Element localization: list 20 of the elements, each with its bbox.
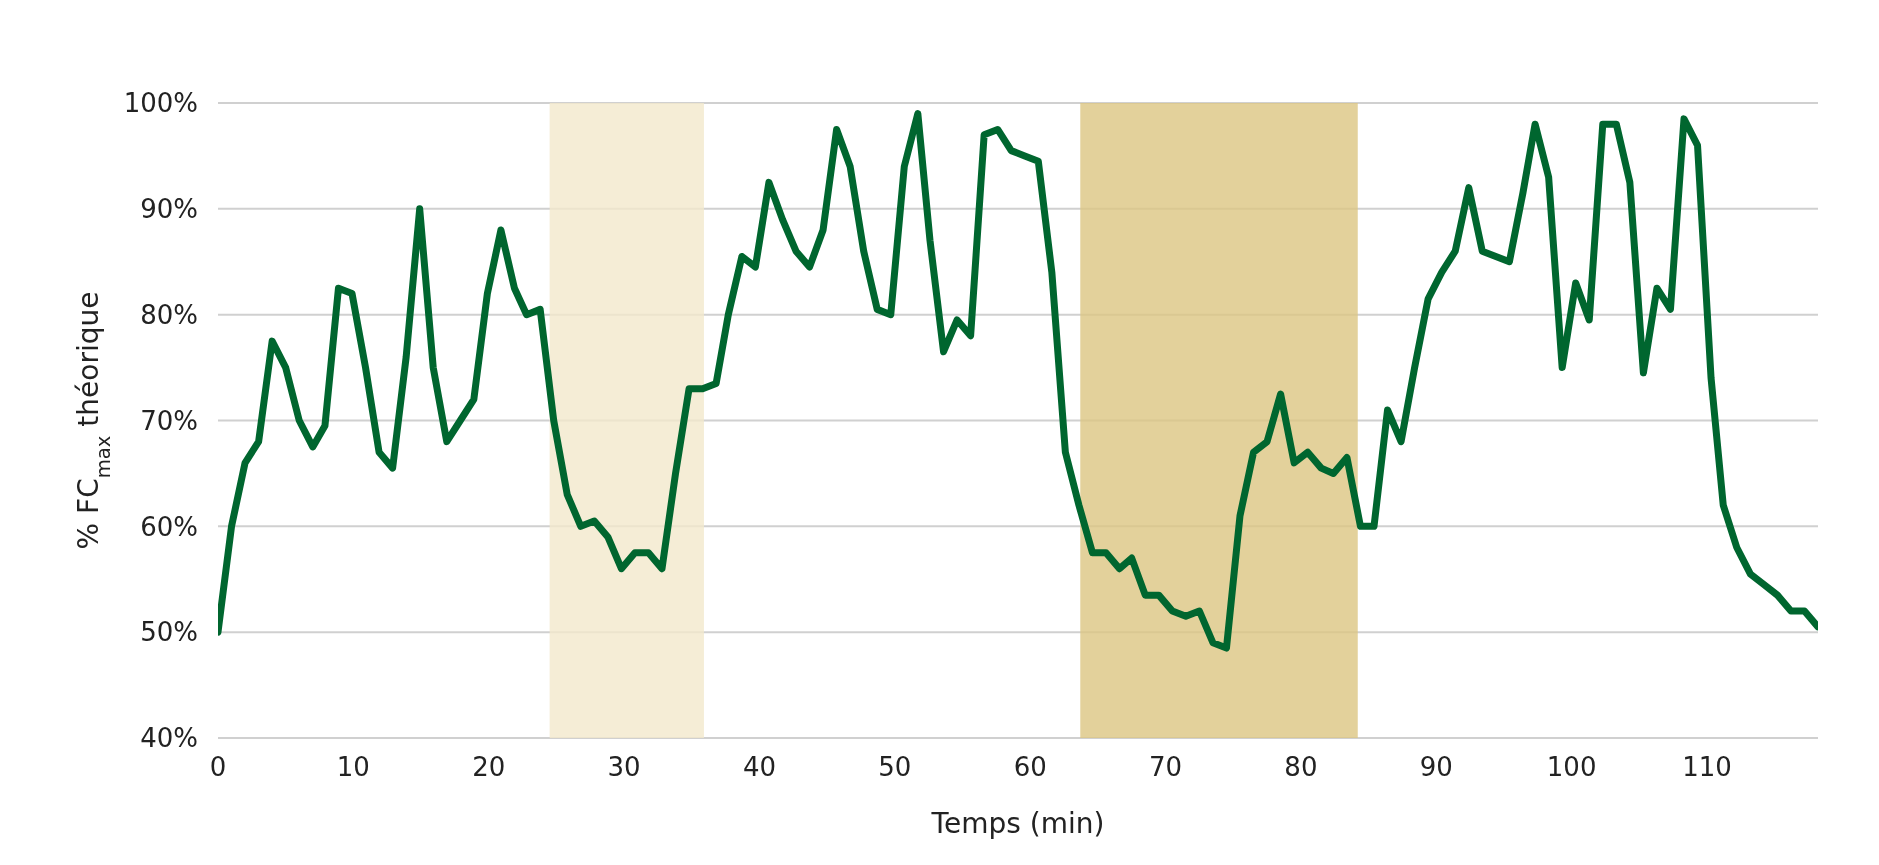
- x-tick-label: 60: [1013, 752, 1047, 783]
- x-axis-title: Temps (min): [930, 807, 1105, 840]
- y-tick-label: 60%: [140, 511, 198, 542]
- x-tick-label: 30: [607, 752, 641, 783]
- x-tick-label: 0: [209, 752, 227, 783]
- x-tick-label: 10: [336, 752, 370, 783]
- x-tick-label: 70: [1149, 752, 1183, 783]
- y-tick-label: 70%: [140, 405, 198, 436]
- x-tick-label: 40: [742, 752, 776, 783]
- y-tick-label: 40%: [140, 723, 198, 754]
- x-tick-label: 80: [1284, 752, 1318, 783]
- y-tick-label: 100%: [123, 88, 198, 119]
- x-tick-label: 20: [472, 752, 506, 783]
- x-tick-label: 50: [878, 752, 912, 783]
- y-tick-label: 50%: [140, 617, 198, 648]
- y-tick-label: 90%: [140, 194, 198, 225]
- y-tick-label: 80%: [140, 299, 198, 330]
- x-tick-label: 90: [1419, 752, 1453, 783]
- x-tick-label: 100: [1546, 752, 1597, 783]
- x-tick-label: 110: [1682, 752, 1732, 783]
